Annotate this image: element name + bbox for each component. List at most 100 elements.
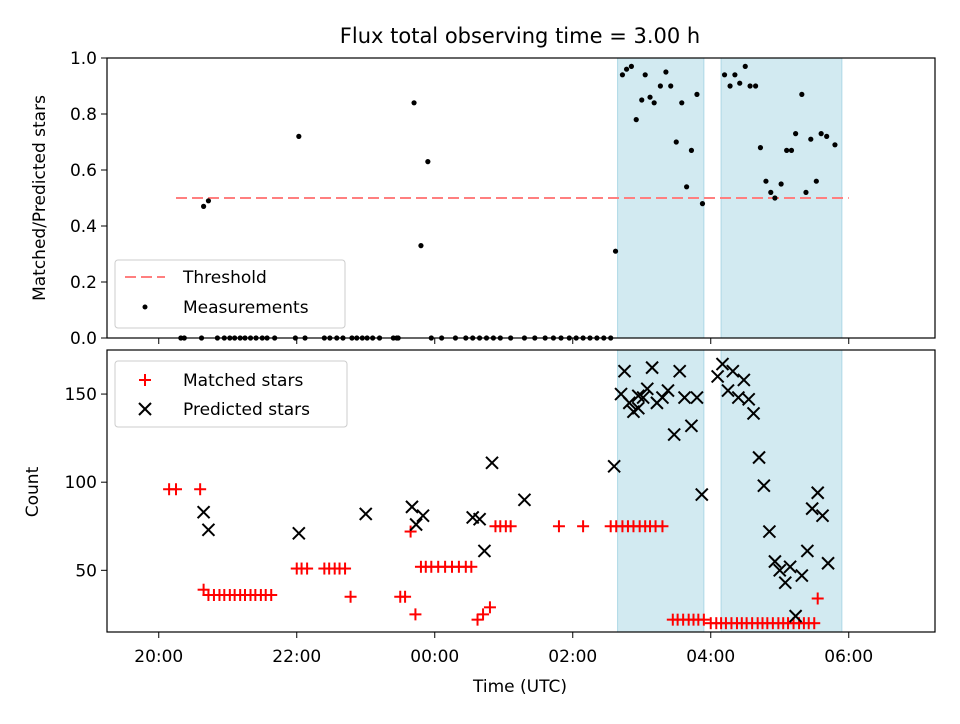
measurement-point-79 [742, 63, 748, 69]
predicted-star-point-51 [815, 508, 830, 523]
predicted-star-point-11 [517, 493, 532, 507]
predicted-star-point-40 [757, 479, 771, 493]
matched-star-point-46 [552, 520, 565, 533]
top-y-tick-label-3: 0.6 [70, 161, 97, 181]
predicted-star-point-10 [485, 456, 499, 470]
legend-threshold-label: Threshold [182, 268, 267, 288]
predicted-star-point-5 [409, 517, 423, 532]
bottom-y-tick-label-0: 50 [75, 561, 97, 581]
measurement-point-73 [694, 91, 700, 97]
predicted-star-point-43 [773, 563, 787, 578]
predicted-star-point-34 [726, 364, 740, 378]
top-y-tick-label-5: 1.0 [70, 49, 97, 69]
measurement-point-93 [813, 178, 819, 184]
measurement-point-77 [732, 72, 738, 78]
measurement-point-95 [824, 133, 830, 139]
measurement-point-66 [657, 83, 663, 89]
predicted-star-point-48 [800, 544, 815, 558]
measurement-point-67 [663, 69, 669, 75]
measurement-point-74 [699, 201, 706, 207]
predicted-star-point-37 [741, 392, 756, 407]
matched-star-point-39 [471, 613, 484, 626]
matched-star-point-86 [811, 592, 824, 605]
predicted-star-point-47 [795, 568, 809, 583]
bottom-x-tick-label-5: 06:00 [824, 647, 873, 667]
top-axes-frame [106, 57, 936, 339]
measurement-point-91 [803, 189, 809, 195]
measurement-point-71 [684, 184, 690, 190]
predicted-star-point-35 [731, 390, 746, 405]
x-axis-label: Time (UTC) [472, 677, 567, 697]
top-legend: Threshold Measurements [114, 259, 346, 329]
top-y-tick-label-2: 0.4 [70, 217, 97, 237]
predicted-star-point-32 [715, 357, 730, 371]
matched-star-point-64 [697, 613, 710, 626]
predicted-star-point-4 [405, 500, 419, 514]
measurement-point-69 [673, 139, 679, 145]
matched-star-point-85 [808, 617, 821, 630]
predicted-star-point-27 [677, 390, 692, 405]
matched-star-point-25 [344, 590, 357, 603]
bottom-x-tick-label-1: 22:00 [272, 647, 321, 667]
chart-title: Flux total observing time = 3.00 h [340, 24, 700, 48]
predicted-star-point-8 [472, 512, 487, 526]
measurement-point-94 [818, 131, 824, 137]
bottom-shade-band-1 [720, 349, 843, 633]
measurement-point-65 [651, 100, 657, 106]
predicted-star-point-38 [746, 406, 761, 421]
measurement-point-58 [619, 72, 626, 78]
predicted-star-point-3 [359, 507, 373, 521]
top-legend-box [114, 259, 346, 329]
matched-star-point-45 [504, 520, 517, 533]
bottom-y-tick-label-1: 100 [65, 473, 97, 493]
predicted-star-point-23 [655, 390, 670, 405]
measurement-point-62 [639, 97, 645, 103]
predicted-star-point-30 [695, 487, 709, 502]
measurement-point-80 [747, 83, 753, 89]
legend-predicted-swatch [138, 402, 152, 416]
top-y-tick-label-1: 0.2 [70, 273, 97, 293]
bottom-x-tick-label-2: 00:00 [410, 647, 459, 667]
measurement-point-82 [757, 145, 764, 151]
matched-star-point-41 [483, 601, 496, 614]
legend-predicted-label: Predicted stars [183, 400, 310, 420]
measurement-point-81 [753, 83, 759, 89]
measurement-point-68 [668, 83, 674, 89]
predicted-star-point-49 [805, 501, 819, 516]
measurement-point-83 [763, 178, 769, 184]
measurement-point-86 [778, 181, 784, 187]
predicted-star-point-2 [292, 526, 306, 541]
matched-star-point-38 [465, 560, 478, 573]
predicted-star-point-15 [617, 364, 632, 378]
bottom-legend: Matched stars Predicted stars [114, 360, 348, 428]
legend-matched-swatch [139, 374, 151, 386]
measurement-point-61 [633, 117, 639, 123]
predicted-star-point-20 [640, 382, 654, 396]
predicted-star-point-0 [196, 505, 211, 519]
bottom-x-tick-label-4: 04:00 [686, 647, 735, 667]
measurement-point-70 [679, 100, 685, 106]
measurement-point-3 [201, 203, 207, 209]
predicted-star-point-28 [684, 419, 699, 433]
matched-star-point-57 [656, 520, 669, 533]
predicted-star-point-24 [661, 383, 675, 398]
measurement-point-17 [296, 133, 302, 139]
predicted-star-point-6 [416, 508, 430, 523]
legend-measurement-label: Measurements [183, 298, 309, 318]
measurement-point-32 [411, 100, 417, 106]
measurement-point-90 [799, 91, 805, 97]
bottom-x-tick-label-0: 20:00 [134, 647, 183, 667]
measurement-point-33 [418, 243, 424, 249]
matched-stars-points [163, 483, 824, 630]
predicted-star-point-52 [821, 556, 835, 570]
top-x-axis-ticks [158, 338, 850, 344]
matched-star-point-29 [409, 608, 422, 621]
measurement-point-96 [832, 142, 838, 148]
measurement-point-63 [642, 72, 648, 78]
measurement-point-72 [688, 147, 695, 153]
measurement-point-89 [793, 131, 799, 137]
predicted-star-point-45 [783, 560, 797, 574]
legend-matched-label: Matched stars [183, 371, 303, 391]
bottom-y-axis-label: Count [23, 466, 43, 517]
bottom-y-tick-label-2: 150 [65, 385, 97, 405]
